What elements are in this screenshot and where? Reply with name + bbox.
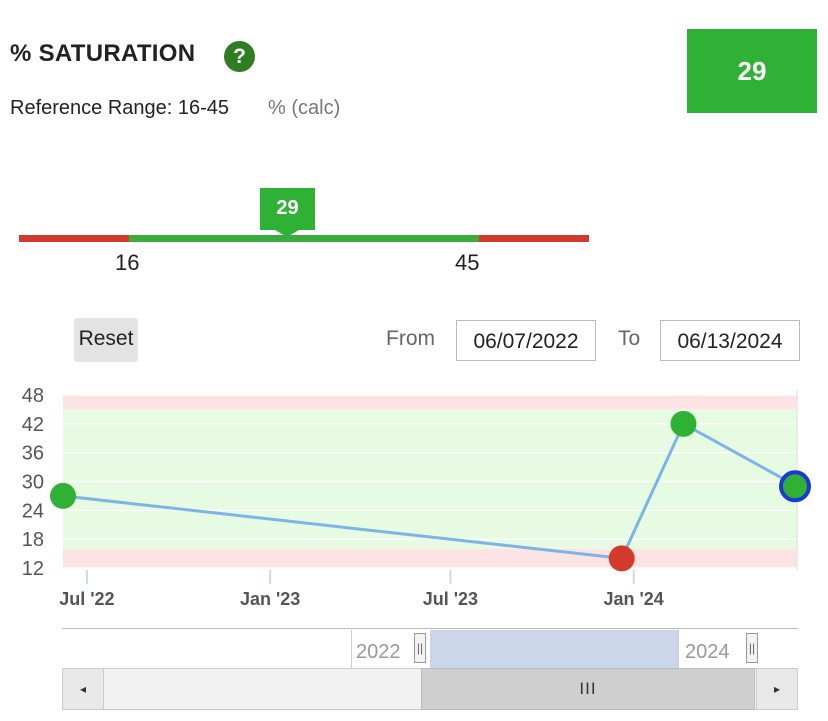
low-out-of-range-band bbox=[63, 548, 797, 568]
y-tick-label: 48 bbox=[22, 385, 44, 407]
navigator-divider bbox=[678, 630, 679, 668]
scroll-left-arrow-icon[interactable]: ◂ bbox=[62, 668, 104, 710]
range-bar-high-segment bbox=[479, 235, 589, 242]
series-line bbox=[62, 421, 798, 561]
scroll-right-arrow-icon[interactable]: ▸ bbox=[756, 668, 798, 710]
page-title: % SATURATION bbox=[10, 40, 196, 67]
reference-range-label: Reference Range: 16-45 bbox=[10, 97, 230, 119]
y-tick-label: 42 bbox=[22, 414, 44, 436]
help-icon[interactable]: ? bbox=[224, 41, 255, 72]
data-point bbox=[670, 410, 697, 437]
current-value-badge: 29 bbox=[687, 29, 817, 113]
from-date-input[interactable]: 06/07/2022 bbox=[456, 320, 596, 361]
y-tick-label: 24 bbox=[22, 500, 44, 522]
navigator bbox=[62, 628, 798, 669]
range-marker: 29 bbox=[260, 188, 315, 230]
y-tick-label: 18 bbox=[22, 529, 44, 551]
navigator-year-label: 2024 bbox=[685, 641, 730, 663]
navigator-selection[interactable] bbox=[430, 630, 678, 668]
x-tick-label: Jan '23 bbox=[240, 589, 300, 609]
y-tick-label: 30 bbox=[22, 472, 44, 494]
navigator-right-handle[interactable]: || bbox=[746, 633, 758, 663]
trend-chart: 48 42 36 30 24 18 12 Jul '22 Jan '23 Jul '23 Jan '… bbox=[22, 385, 811, 609]
x-tick-label: Jan '24 bbox=[604, 589, 664, 609]
x-tick-label: Jul '22 bbox=[59, 589, 114, 609]
reset-button[interactable]: Reset bbox=[74, 318, 138, 362]
y-tick-label: 12 bbox=[22, 558, 44, 580]
scrollbar-thumb[interactable]: III bbox=[421, 668, 755, 710]
data-point-selected bbox=[779, 470, 811, 503]
from-label: From bbox=[386, 327, 435, 350]
range-bar-low-segment bbox=[19, 235, 129, 242]
y-tick-label: 36 bbox=[22, 443, 44, 465]
to-label: To bbox=[618, 327, 641, 350]
high-out-of-range-band bbox=[63, 395, 797, 410]
to-date-input[interactable]: 06/13/2024 bbox=[660, 320, 800, 361]
data-point bbox=[608, 545, 635, 572]
unit-label: % (calc) bbox=[268, 97, 341, 119]
navigator-divider bbox=[351, 630, 352, 668]
range-marker-pointer bbox=[275, 230, 299, 237]
navigator-year-label: 2022 bbox=[356, 641, 401, 663]
range-bar-normal-segment bbox=[129, 235, 479, 242]
range-low-label: 16 bbox=[115, 250, 140, 275]
x-tick-label: Jul '23 bbox=[423, 589, 478, 609]
range-high-label: 45 bbox=[455, 250, 480, 275]
navigator-left-handle[interactable]: || bbox=[414, 633, 426, 663]
data-point bbox=[50, 482, 76, 509]
